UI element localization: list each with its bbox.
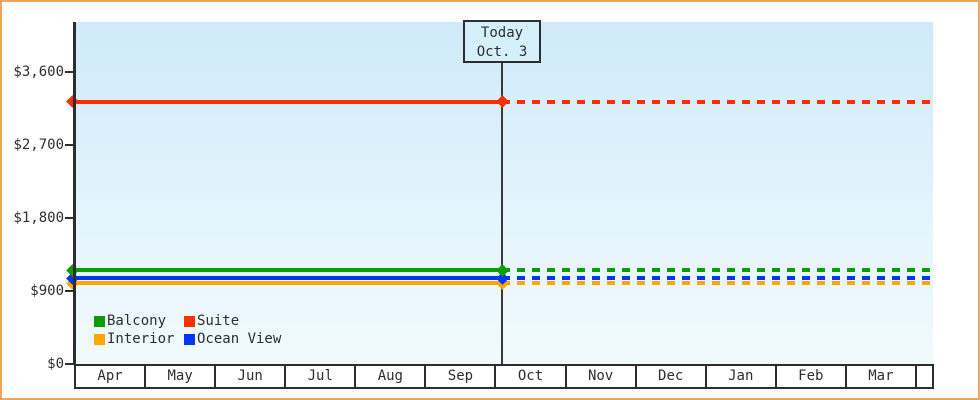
legend-label-interior: Interior (107, 331, 175, 347)
month-cell-may: May (146, 366, 217, 387)
y-axis-line (73, 22, 76, 364)
price-line-dashed-interior (502, 281, 933, 286)
month-cell-apr: Apr (76, 366, 147, 387)
month-cell-jan: Jan (707, 366, 777, 387)
price-marker-balcony (495, 263, 509, 277)
month-axis: Apr May Jun Jul Aug Sep Oct Nov Dec Jan … (74, 364, 934, 389)
y-axis-tick (65, 289, 74, 292)
legend-item-interior: Interior (94, 331, 184, 347)
price-line-dashed-suite (502, 99, 933, 104)
month-cell-oct: Oct (496, 366, 567, 387)
month-cell-nov: Nov (567, 366, 637, 387)
month-cell-aug: Aug (356, 366, 427, 387)
legend-item-suite: Suite (184, 313, 239, 329)
today-vertical-line (501, 63, 503, 364)
ocean-view-swatch-icon (184, 333, 195, 345)
today-flag: Today Oct. 3 (463, 20, 541, 63)
price-line-dashed-balcony (502, 268, 933, 273)
price-line-solid-balcony (73, 268, 502, 273)
y-axis-tick (65, 143, 74, 146)
price-line-solid-interior (73, 281, 502, 286)
month-cell-feb: Feb (777, 366, 847, 387)
y-axis-tick (65, 216, 74, 219)
legend-row: Interior Ocean View (94, 330, 281, 348)
legend: Balcony Suite Interior Ocean View (94, 312, 281, 348)
interior-swatch-icon (94, 333, 105, 345)
month-cell-mar: Mar (847, 366, 917, 387)
plot-area (66, 22, 933, 364)
legend-label-balcony: Balcony (107, 313, 167, 329)
today-flag-label: Today (480, 25, 524, 41)
month-cell-dec: Dec (637, 366, 707, 387)
today-flag-date: Oct. 3 (476, 44, 528, 60)
month-cell-jun: Jun (216, 366, 287, 387)
y-axis-tick (65, 362, 74, 365)
legend-item-ocean-view: Ocean View (184, 331, 281, 347)
y-axis-tick (65, 70, 74, 73)
month-cell-jul: Jul (286, 366, 357, 387)
legend-label-ocean-view: Ocean View (197, 331, 282, 347)
month-cell-empty (917, 366, 932, 387)
price-line-solid-ocean-view (73, 276, 502, 281)
y-axis-tick-label: $0 (47, 355, 64, 372)
y-axis-tick-label: $3,600 (13, 63, 64, 80)
y-axis-tick-label: $900 (30, 282, 64, 299)
legend-label-suite: Suite (197, 313, 240, 329)
month-cell-sep: Sep (426, 366, 497, 387)
suite-swatch-icon (184, 315, 195, 327)
y-axis-tick-label: $1,800 (13, 209, 64, 226)
price-marker-suite (495, 95, 509, 109)
y-axis-tick-label: $2,700 (13, 136, 64, 153)
balcony-swatch-icon (94, 315, 105, 327)
legend-row: Balcony Suite (94, 312, 281, 330)
legend-item-balcony: Balcony (94, 313, 184, 329)
price-line-solid-suite (73, 99, 502, 104)
price-line-dashed-ocean-view (502, 276, 933, 281)
